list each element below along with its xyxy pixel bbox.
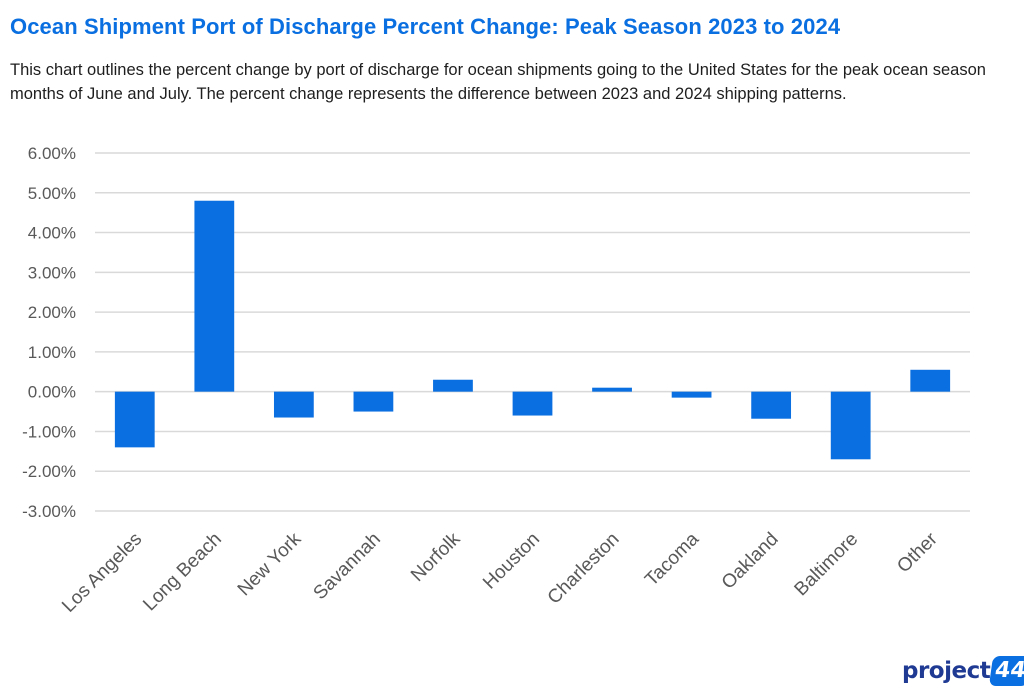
y-tick-label: 5.00% — [28, 184, 76, 203]
x-category-label: Other — [893, 528, 942, 577]
bar-long-beach — [194, 200, 235, 392]
x-category-label: New York — [234, 528, 306, 600]
bar-houston — [512, 391, 553, 416]
x-category-label: Baltimore — [791, 529, 863, 601]
y-tick-label: -2.00% — [22, 462, 76, 481]
x-category-label: Oakland — [718, 529, 783, 594]
y-tick-label: 3.00% — [28, 263, 76, 282]
y-tick-label: 1.00% — [28, 343, 76, 362]
x-category-label: Tacoma — [641, 528, 703, 590]
x-category-label: Norfolk — [407, 528, 465, 586]
chart-description: This chart outlines the percent change b… — [10, 61, 986, 103]
bar-savannah — [353, 391, 394, 412]
x-category-label: Long Beach — [139, 529, 226, 616]
bar-new-york — [273, 391, 314, 418]
y-tick-label: 0.00% — [28, 383, 76, 402]
bar-norfolk — [433, 379, 473, 392]
y-tick-label: 6.00% — [28, 144, 76, 163]
y-tick-label: -3.00% — [22, 502, 76, 521]
x-category-label: Charleston — [544, 529, 624, 609]
y-tick-label: 4.00% — [28, 224, 76, 243]
page-title: Ocean Shipment Port of Discharge Percent… — [10, 14, 841, 39]
bar-charleston — [592, 387, 632, 392]
logo-mark-44: 44 — [989, 656, 1024, 686]
y-tick-label: 2.00% — [28, 303, 76, 322]
logo-wordmark: project — [902, 658, 991, 684]
y-axis-tick-labels: 6.00% 5.00% 4.00% 3.00% 2.00% 1.00% 0.00% -1.00… — [22, 144, 76, 521]
bar-oakland — [751, 391, 792, 419]
x-category-label: Savannah — [310, 529, 385, 604]
y-tick-label: -1.00% — [22, 422, 76, 441]
bar-baltimore — [830, 391, 871, 460]
bar-other — [910, 369, 951, 392]
bar-los-angeles — [114, 391, 155, 448]
bar-tacoma — [671, 391, 712, 398]
project44-logo: project 44 — [902, 651, 1024, 691]
x-category-label: Houston — [479, 529, 544, 594]
x-category-label: Los Angeles — [58, 529, 146, 617]
bars — [114, 200, 951, 460]
